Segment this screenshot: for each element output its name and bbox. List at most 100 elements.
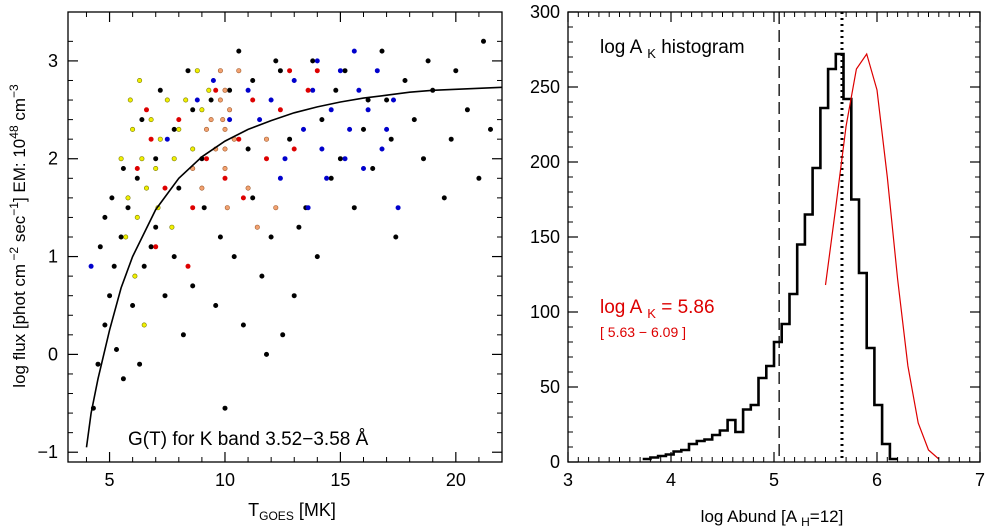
scatter-point: [148, 244, 154, 250]
scatter-point: [153, 224, 159, 230]
scatter-point: [300, 126, 306, 132]
scatter-point: [287, 68, 293, 74]
hist-y-tick-label: 0: [550, 452, 560, 472]
y-label-sup3: 48: [7, 125, 21, 139]
y-tick-label: 2: [48, 149, 58, 169]
scatter-point: [176, 185, 182, 191]
scatter-point: [199, 107, 205, 113]
scatter-point: [333, 87, 339, 93]
scatter-point: [213, 87, 219, 93]
scatter-point: [476, 175, 482, 181]
x-label-main: T: [248, 500, 259, 520]
hist-title-subscript: K: [647, 46, 656, 61]
scatter-point: [310, 58, 316, 64]
scatter-point: [217, 234, 223, 240]
scatter-point: [176, 117, 182, 123]
hist-x-tick-label: 7: [975, 470, 985, 490]
x-label-subscript: GOES: [259, 509, 294, 523]
scatter-point: [134, 166, 140, 172]
fit-curve: [85, 86, 503, 448]
scatter-point: [199, 185, 205, 191]
scatter-points: [88, 38, 493, 411]
scatter-point: [180, 332, 186, 338]
scatter-point: [351, 205, 357, 211]
scatter-point: [157, 136, 163, 142]
scatter-point: [245, 87, 251, 93]
scatter-point: [222, 166, 228, 172]
y-label-sup2: −1: [7, 202, 21, 216]
hist-x-tick-label: 4: [666, 470, 676, 490]
scatter-point: [222, 175, 228, 181]
scatter-point: [176, 126, 182, 132]
scatter-point: [194, 97, 200, 103]
scatter-point: [153, 166, 159, 172]
gaussian-fit-curve: [824, 52, 940, 460]
scatter-point: [208, 117, 214, 123]
scatter-point: [123, 234, 129, 240]
scatter-point: [97, 244, 103, 250]
result-main: log A: [600, 297, 643, 318]
scatter-point: [227, 117, 233, 123]
scatter-point: [487, 126, 493, 132]
left-axis-ticks: 5 10 15 20 −1 0 1 2 3: [37, 12, 503, 490]
right-axis-ticks: 3 4 5 6 7 0 50 100 150 200 250 300: [530, 2, 985, 490]
scatter-point: [118, 156, 124, 162]
scatter-point: [118, 234, 124, 240]
scatter-point: [148, 136, 154, 142]
scatter-point: [342, 68, 348, 74]
scatter-annotation: G(T) for K band 3.52−3.58 Å: [128, 429, 369, 450]
scatter-point: [236, 68, 242, 74]
scatter-point: [360, 126, 366, 132]
scatter-point: [250, 195, 256, 201]
scatter-point: [134, 214, 140, 220]
scatter-point: [169, 224, 175, 230]
scatter-point: [137, 78, 143, 84]
scatter-point: [324, 175, 330, 181]
scatter-point: [190, 146, 196, 152]
scatter-point: [162, 293, 168, 299]
scatter-point: [236, 48, 242, 54]
x-tick-label: 5: [105, 470, 115, 490]
scatter-point: [314, 254, 320, 260]
y-label-part4: cm: [10, 98, 29, 125]
scatter-point: [342, 156, 348, 162]
scatter-point: [273, 205, 279, 211]
scatter-point: [250, 78, 256, 84]
x-tick-label: 20: [446, 470, 466, 490]
histogram-title: log A K histogram: [600, 37, 745, 61]
y-tick-label: 3: [48, 51, 58, 71]
scatter-point: [263, 156, 269, 162]
scatter-point: [328, 175, 334, 181]
hist-y-tick-label: 250: [530, 77, 560, 97]
scatter-point: [240, 322, 246, 328]
y-tick-label: 1: [48, 247, 58, 267]
scatter-point: [280, 332, 286, 338]
scatter-point: [384, 126, 390, 132]
scatter-point: [287, 136, 293, 142]
scatter-point: [305, 205, 311, 211]
hist-title-tail: histogram: [656, 37, 745, 58]
scatter-point: [153, 156, 159, 162]
scatter-point: [222, 405, 228, 411]
scatter-point: [227, 107, 233, 113]
scatter-point: [384, 97, 390, 103]
scatter-point: [441, 195, 447, 201]
scatter-point: [164, 136, 170, 142]
scatter-point: [217, 97, 223, 103]
hist-y-tick-label: 150: [530, 227, 560, 247]
scatter-point: [314, 68, 320, 74]
scatter-point: [127, 97, 133, 103]
scatter-point: [257, 117, 263, 123]
scatter-point: [411, 117, 417, 123]
scatter-point: [185, 263, 191, 269]
left-y-axis-label: log flux [phot cm −2 sec−1] EM: 1048 cm−…: [7, 84, 29, 388]
scatter-point: [240, 195, 246, 201]
scatter-point: [210, 78, 216, 84]
scatter-point: [125, 205, 131, 211]
scatter-point: [171, 254, 177, 260]
y-label-part2: sec: [10, 215, 29, 247]
scatter-point: [245, 185, 251, 191]
hist-y-tick-label: 200: [530, 152, 560, 172]
scatter-point: [120, 376, 126, 382]
scatter-point: [448, 136, 454, 142]
